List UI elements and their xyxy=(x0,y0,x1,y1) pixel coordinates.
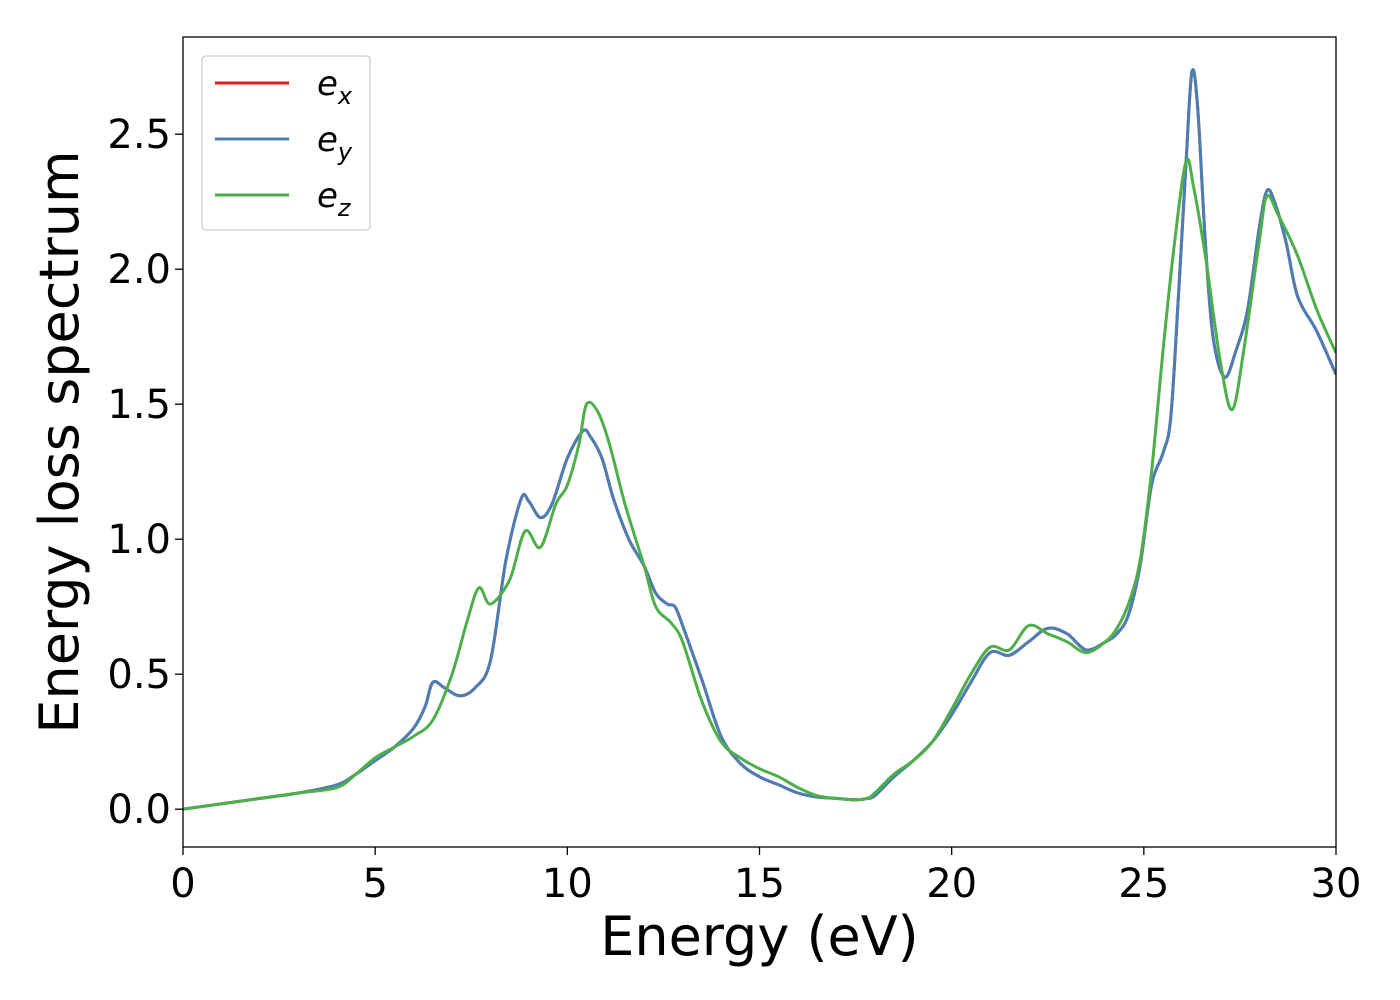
x-tick-label: 0 xyxy=(170,861,195,907)
legend-box xyxy=(201,55,371,231)
x-tick-label: 10 xyxy=(542,861,593,907)
y-tick-label: 2.0 xyxy=(107,247,171,293)
x-axis-label: Energy (eV) xyxy=(600,905,919,968)
y-axis-label: Energy loss spectrum xyxy=(28,150,91,733)
legend-label-x: ex xyxy=(317,64,353,110)
y-tick-label: 0.0 xyxy=(107,787,171,833)
legend-label-z: ez xyxy=(317,176,352,222)
x-tick-label: 20 xyxy=(926,861,977,907)
y-tick-label: 0.5 xyxy=(107,652,171,698)
legend-label-y: ey xyxy=(317,120,353,166)
x-tick-label: 5 xyxy=(362,861,387,907)
y-axis: 0.0 0.5 1.0 1.5 2.0 2.5 xyxy=(107,112,183,833)
x-tick-label: 25 xyxy=(1118,861,1169,907)
series-lines xyxy=(183,68,1336,811)
series-line-z xyxy=(183,157,1336,811)
y-tick-label: 1.5 xyxy=(107,382,171,428)
x-axis: 0 5 10 15 20 25 30 xyxy=(170,847,1361,907)
y-tick-label: 1.0 xyxy=(107,517,171,563)
x-tick-label: 30 xyxy=(1311,861,1362,907)
y-tick-label: 2.5 xyxy=(107,112,171,158)
legend: ex ey ez xyxy=(201,55,371,231)
x-tick-label: 15 xyxy=(734,861,785,907)
